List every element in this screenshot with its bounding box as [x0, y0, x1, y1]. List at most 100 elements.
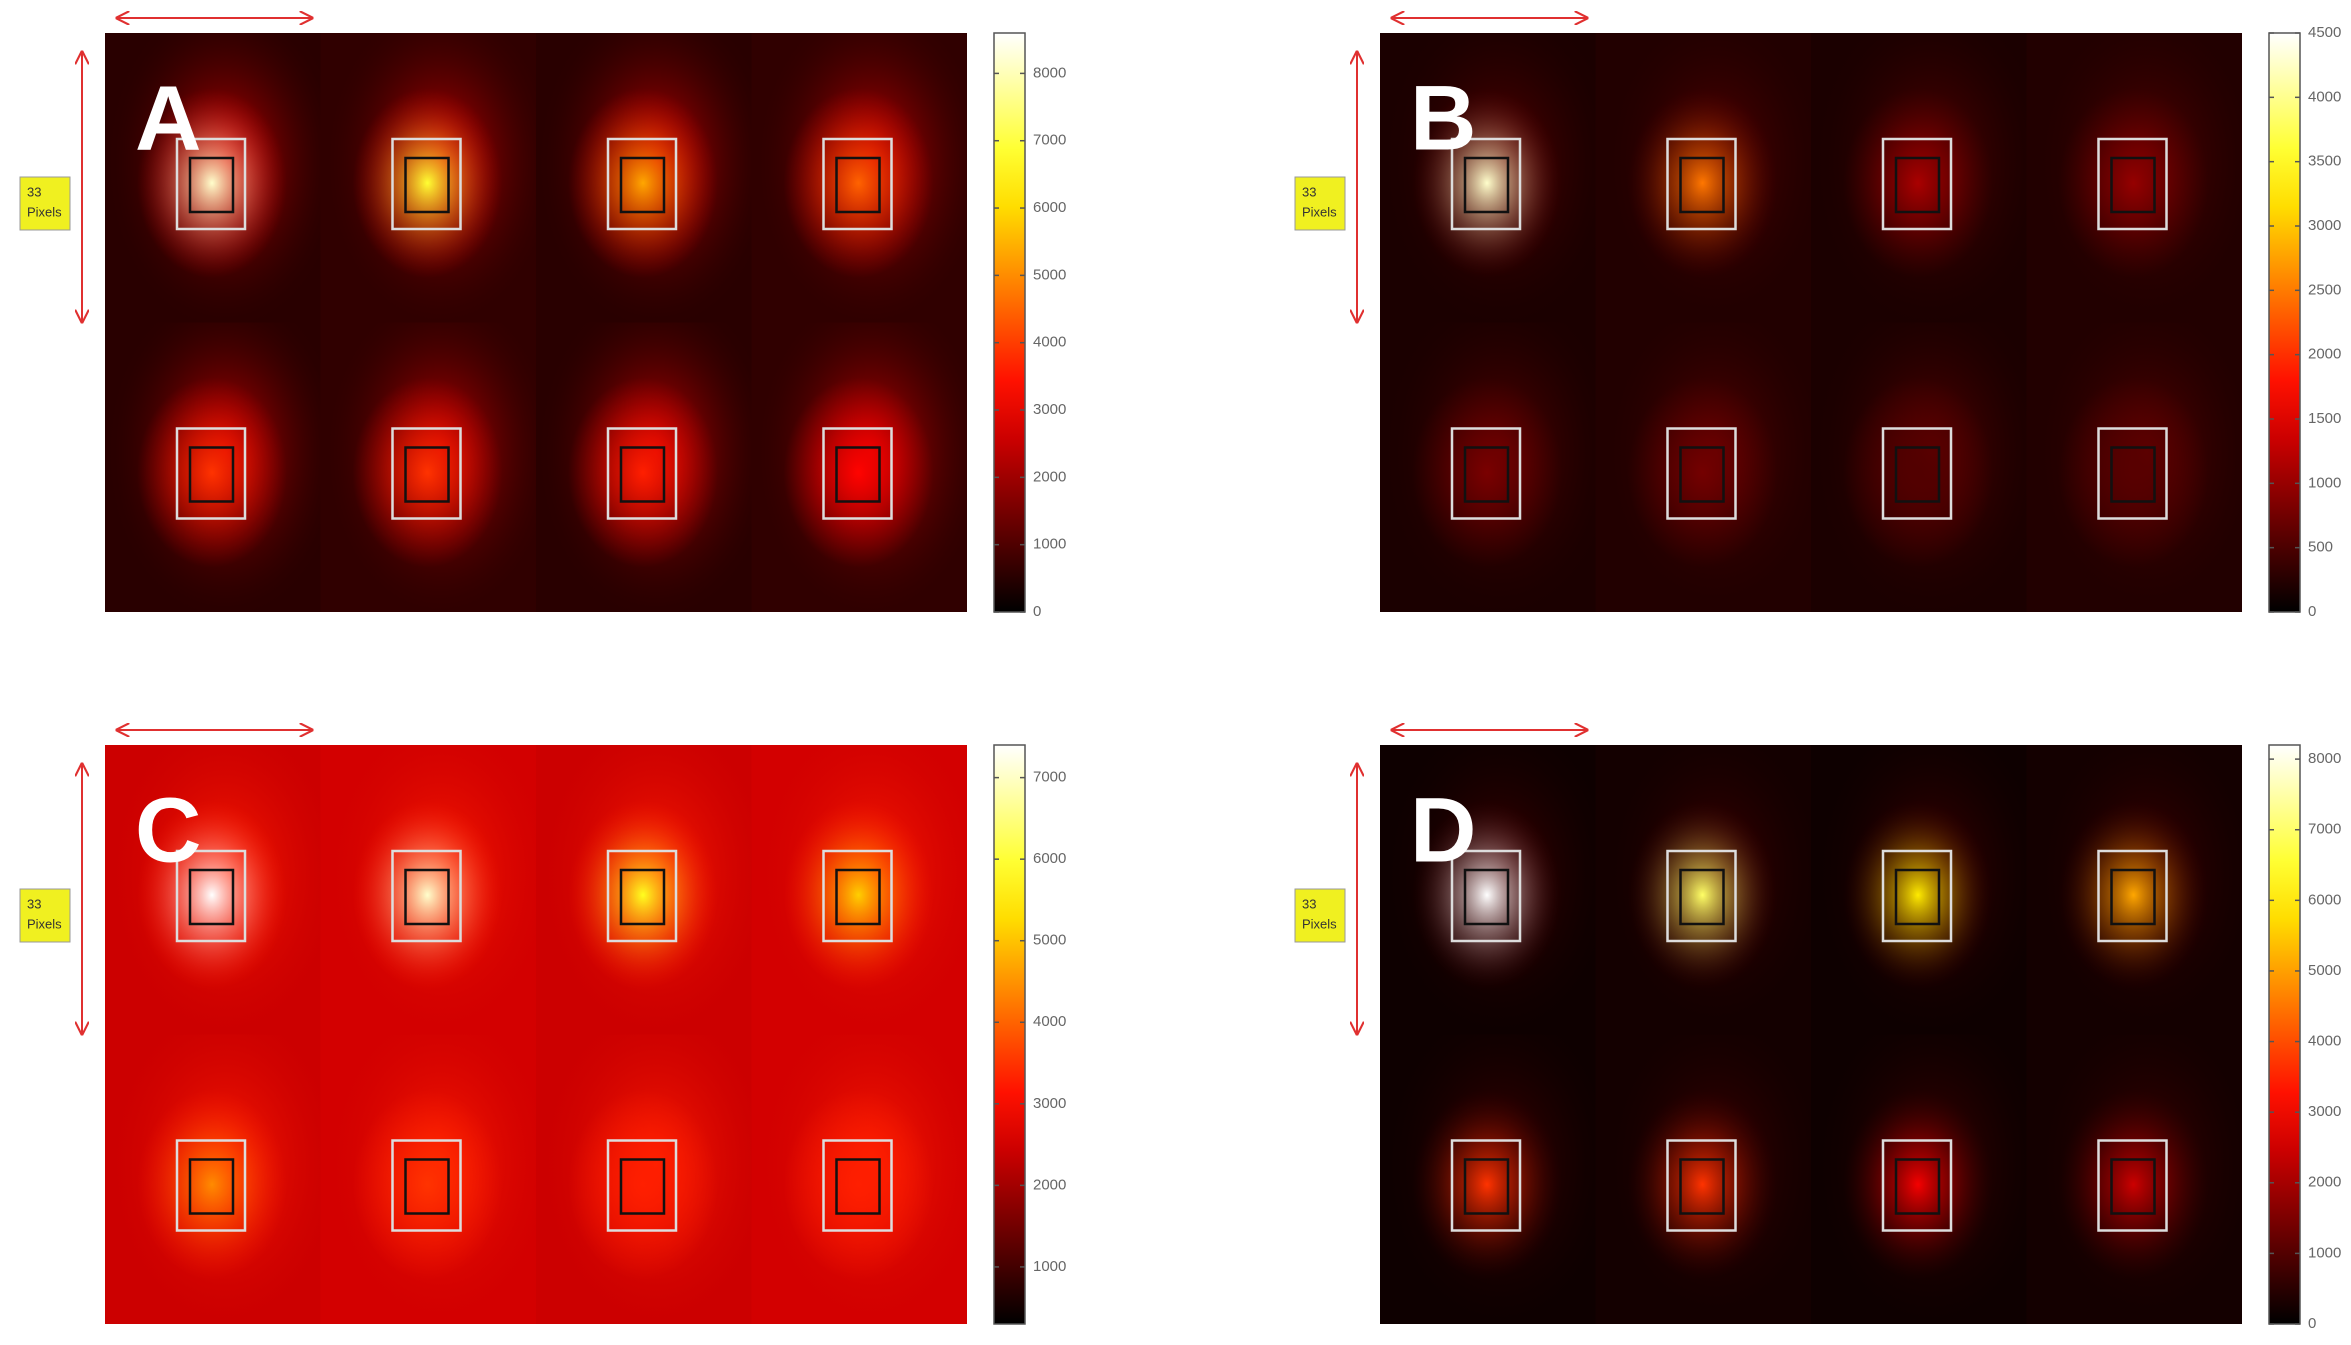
- frame: [1595, 322, 1811, 612]
- hotspot: [2058, 88, 2209, 278]
- colorbar: [2268, 744, 2301, 1325]
- scale-label: 33: [27, 184, 41, 199]
- panel: [1380, 33, 2242, 612]
- colorbar-tick-label: 8000: [1033, 64, 1066, 81]
- hotspot: [2058, 377, 2209, 568]
- colorbar-tick-label: 6000: [2308, 891, 2341, 908]
- roi-inner: [188, 446, 235, 503]
- roi-outer: [2097, 137, 2168, 231]
- colorbar-tick-label: 4000: [2308, 1033, 2341, 1050]
- hotspot: [2058, 800, 2209, 990]
- roi-inner: [404, 446, 450, 503]
- roi-inner: [188, 868, 235, 926]
- frame: [751, 745, 967, 1035]
- colorbar-tick-label: 2000: [1033, 468, 1066, 485]
- hotspot: [352, 800, 503, 990]
- panel-label: D: [1410, 779, 1476, 881]
- frame: [1811, 322, 2027, 612]
- scale-label-box: [1294, 176, 1346, 231]
- roi-outer: [1881, 849, 1953, 943]
- roi-inner: [619, 156, 666, 214]
- roi-inner: [619, 446, 666, 503]
- frame: [1811, 33, 2027, 323]
- hotspot: [1627, 88, 1778, 278]
- roi-outer: [175, 137, 247, 231]
- hotspot: [568, 1089, 718, 1280]
- frame: [751, 1034, 967, 1324]
- frame: [1380, 1034, 1596, 1324]
- roi-inner: [1679, 868, 1725, 926]
- roi-inner: [2110, 868, 2156, 926]
- hotspot: [137, 377, 287, 568]
- colorbar-tick-label: 3000: [1033, 1095, 1066, 1112]
- hotspot: [1627, 377, 1778, 568]
- roi-outer: [1450, 137, 1522, 231]
- colorbar-tick-label: 500: [2308, 539, 2333, 556]
- frame: [105, 1034, 321, 1324]
- roi-inner: [619, 1158, 666, 1215]
- frame: [1380, 322, 1596, 612]
- panel-label: A: [135, 67, 201, 169]
- colorbar-tick-label: 4000: [1033, 1013, 1066, 1030]
- roi-inner: [1894, 446, 1941, 503]
- roi-inner: [404, 156, 450, 214]
- frame: [320, 745, 536, 1035]
- roi-outer: [175, 427, 247, 520]
- roi-outer: [175, 1139, 247, 1232]
- roi-inner: [1894, 1158, 1941, 1215]
- roi-outer: [606, 137, 678, 231]
- hotspot: [1412, 1089, 1562, 1280]
- colorbar-tick-label: 0: [2308, 603, 2316, 620]
- scale-label-box: [1294, 888, 1346, 943]
- hotspot: [352, 88, 503, 278]
- colorbar-tick-label: 6000: [1033, 199, 1066, 216]
- roi-outer: [2097, 427, 2168, 520]
- roi-outer: [1881, 1139, 1953, 1232]
- frame: [751, 33, 967, 323]
- roi-outer: [822, 1139, 893, 1232]
- hotspot: [352, 1089, 503, 1280]
- panel-label: C: [135, 779, 201, 881]
- frame: [1595, 33, 1811, 323]
- roi-outer: [391, 137, 462, 231]
- frame: [1811, 1034, 2027, 1324]
- colorbar: [993, 32, 1026, 613]
- colorbar-tick-label: 4000: [1033, 334, 1066, 351]
- roi-inner: [835, 156, 881, 214]
- scale-label: Pixels: [1302, 916, 1337, 931]
- colorbar: [2268, 32, 2301, 613]
- scale-label: Pixels: [27, 916, 62, 931]
- hotspot: [1627, 1089, 1778, 1280]
- frame: [1595, 745, 1811, 1035]
- roi-inner: [1463, 868, 1510, 926]
- hotspot: [1627, 800, 1778, 990]
- frame: [1380, 745, 1596, 1035]
- roi-inner: [188, 1158, 235, 1215]
- panel-label: B: [1410, 67, 1476, 169]
- hotspot: [783, 377, 934, 568]
- frame: [320, 322, 536, 612]
- colorbar-tick-label: 7000: [2308, 821, 2341, 838]
- colorbar: [993, 744, 1026, 1325]
- hotspot: [1843, 1089, 1993, 1280]
- roi-inner: [2110, 156, 2156, 214]
- frame: [1380, 33, 1596, 323]
- frame: [536, 322, 752, 612]
- hotspot: [352, 377, 503, 568]
- colorbar-tick-label: 0: [1033, 603, 1041, 620]
- roi-inner: [404, 1158, 450, 1215]
- roi-outer: [1666, 1139, 1737, 1232]
- hotspot: [1843, 88, 1993, 278]
- roi-outer: [2097, 849, 2168, 943]
- roi-outer: [391, 1139, 462, 1232]
- hotspot: [1412, 88, 1562, 278]
- scale-label-box: [19, 888, 71, 943]
- roi-outer: [175, 849, 247, 943]
- roi-outer: [1666, 427, 1737, 520]
- roi-outer: [606, 427, 678, 520]
- roi-inner: [2110, 446, 2156, 503]
- hotspot: [2058, 1089, 2209, 1280]
- scale-label: 33: [27, 896, 41, 911]
- roi-inner: [1679, 156, 1725, 214]
- colorbar-tick-label: 6000: [1033, 850, 1066, 867]
